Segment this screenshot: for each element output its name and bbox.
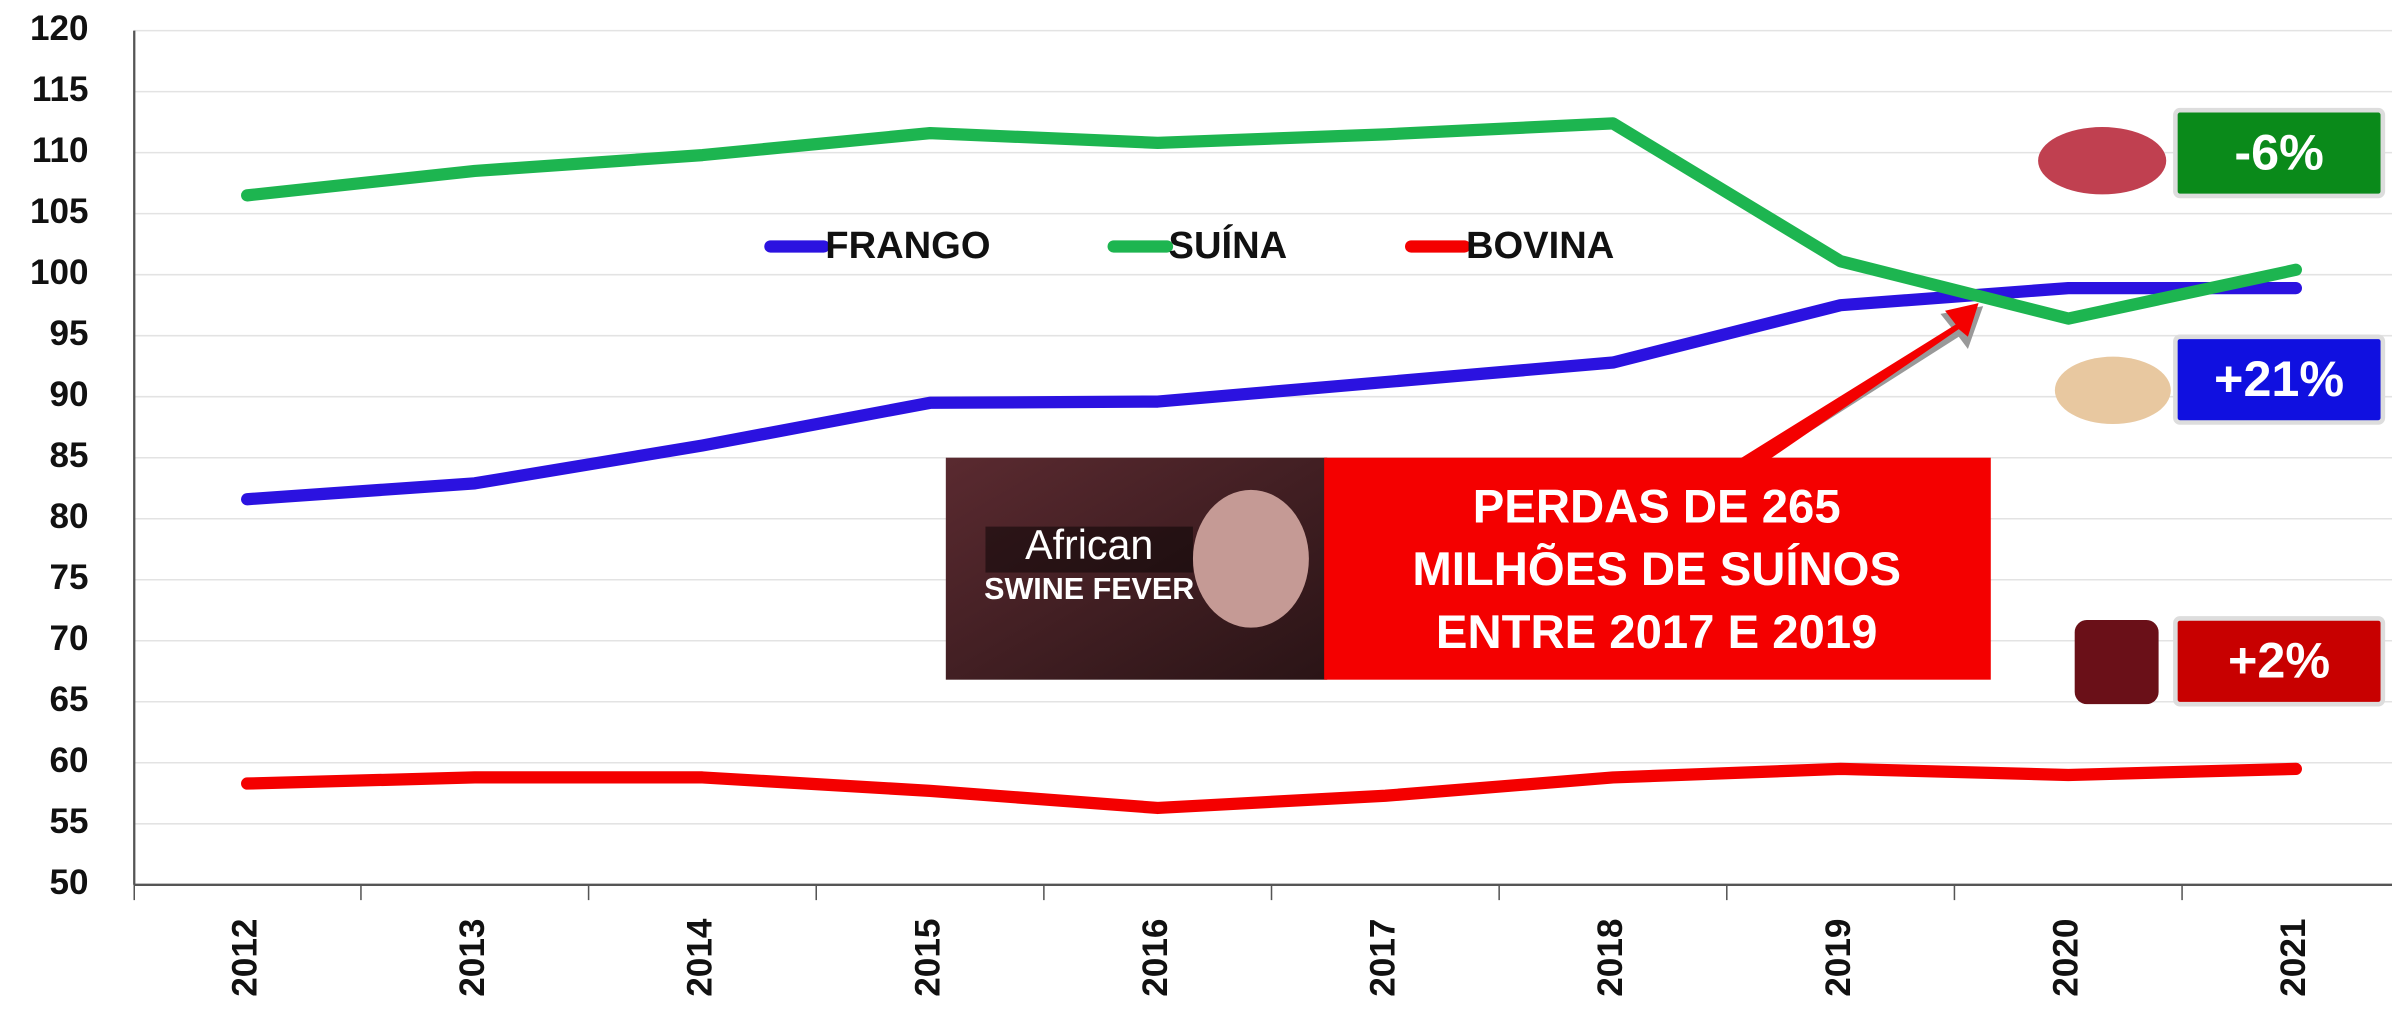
y-tick-label: 110	[32, 131, 89, 170]
y-tick-label: 105	[30, 192, 89, 231]
image-text: SWINE FEVER	[984, 572, 1194, 606]
chicken-icon	[2054, 356, 2171, 425]
callout-box	[1324, 457, 1991, 680]
image-label-bg	[985, 526, 1193, 573]
x-tick-label: 2012	[225, 918, 264, 996]
y-tick-label: 50	[49, 863, 88, 902]
y-tick-label: 70	[49, 619, 88, 658]
y-tick-label: 115	[32, 70, 89, 109]
badge	[2173, 616, 2386, 707]
arrow	[1739, 303, 1979, 460]
image-text: African	[1025, 522, 1153, 568]
legend-label: BOVINA	[1466, 224, 1614, 267]
x-tick-label: 2020	[2047, 918, 2086, 996]
badge	[2173, 107, 2386, 199]
x-tick-label: 2018	[1591, 918, 1630, 996]
x-tick-label: 2016	[1136, 918, 1175, 996]
y-tick-label: 60	[49, 741, 88, 780]
legend-label: FRANGO	[825, 224, 990, 267]
x-tick-label: 2014	[681, 918, 720, 997]
x-tick-label: 2017	[1364, 918, 1403, 996]
callout-text: PERDAS DE 265	[1473, 480, 1841, 533]
y-tick-label: 75	[49, 558, 88, 597]
y-tick-label: 65	[49, 680, 88, 719]
y-tick-label: 120	[30, 9, 89, 48]
x-tick-label: 2015	[908, 918, 947, 996]
callout-text: ENTRE 2017 E 2019	[1436, 606, 1878, 659]
y-tick-label: 90	[49, 375, 88, 414]
badge-label: +21%	[2214, 350, 2344, 407]
pig	[1192, 489, 1309, 628]
y-tick-label: 100	[30, 253, 89, 292]
series-line	[241, 117, 2302, 325]
y-tick-label: 55	[49, 802, 88, 841]
badge	[2173, 334, 2386, 425]
series-line	[241, 762, 2302, 815]
series-line	[241, 281, 2302, 506]
badge-label: -6%	[2234, 123, 2323, 180]
x-tick-label: 2021	[2274, 918, 2313, 996]
callout-text: MILHÕES DE SUÍNOS	[1412, 541, 1901, 596]
x-tick-label: 2019	[1819, 918, 1858, 996]
beef-icon	[2074, 619, 2159, 705]
y-tick-label: 80	[49, 497, 88, 536]
badge-label: +2%	[2228, 632, 2330, 689]
legend-label: SUÍNA	[1169, 223, 1288, 267]
y-tick-label: 95	[49, 314, 88, 353]
y-tick-label: 85	[49, 436, 88, 475]
pork-icon	[2038, 127, 2167, 195]
x-tick-label: 2013	[453, 918, 492, 996]
